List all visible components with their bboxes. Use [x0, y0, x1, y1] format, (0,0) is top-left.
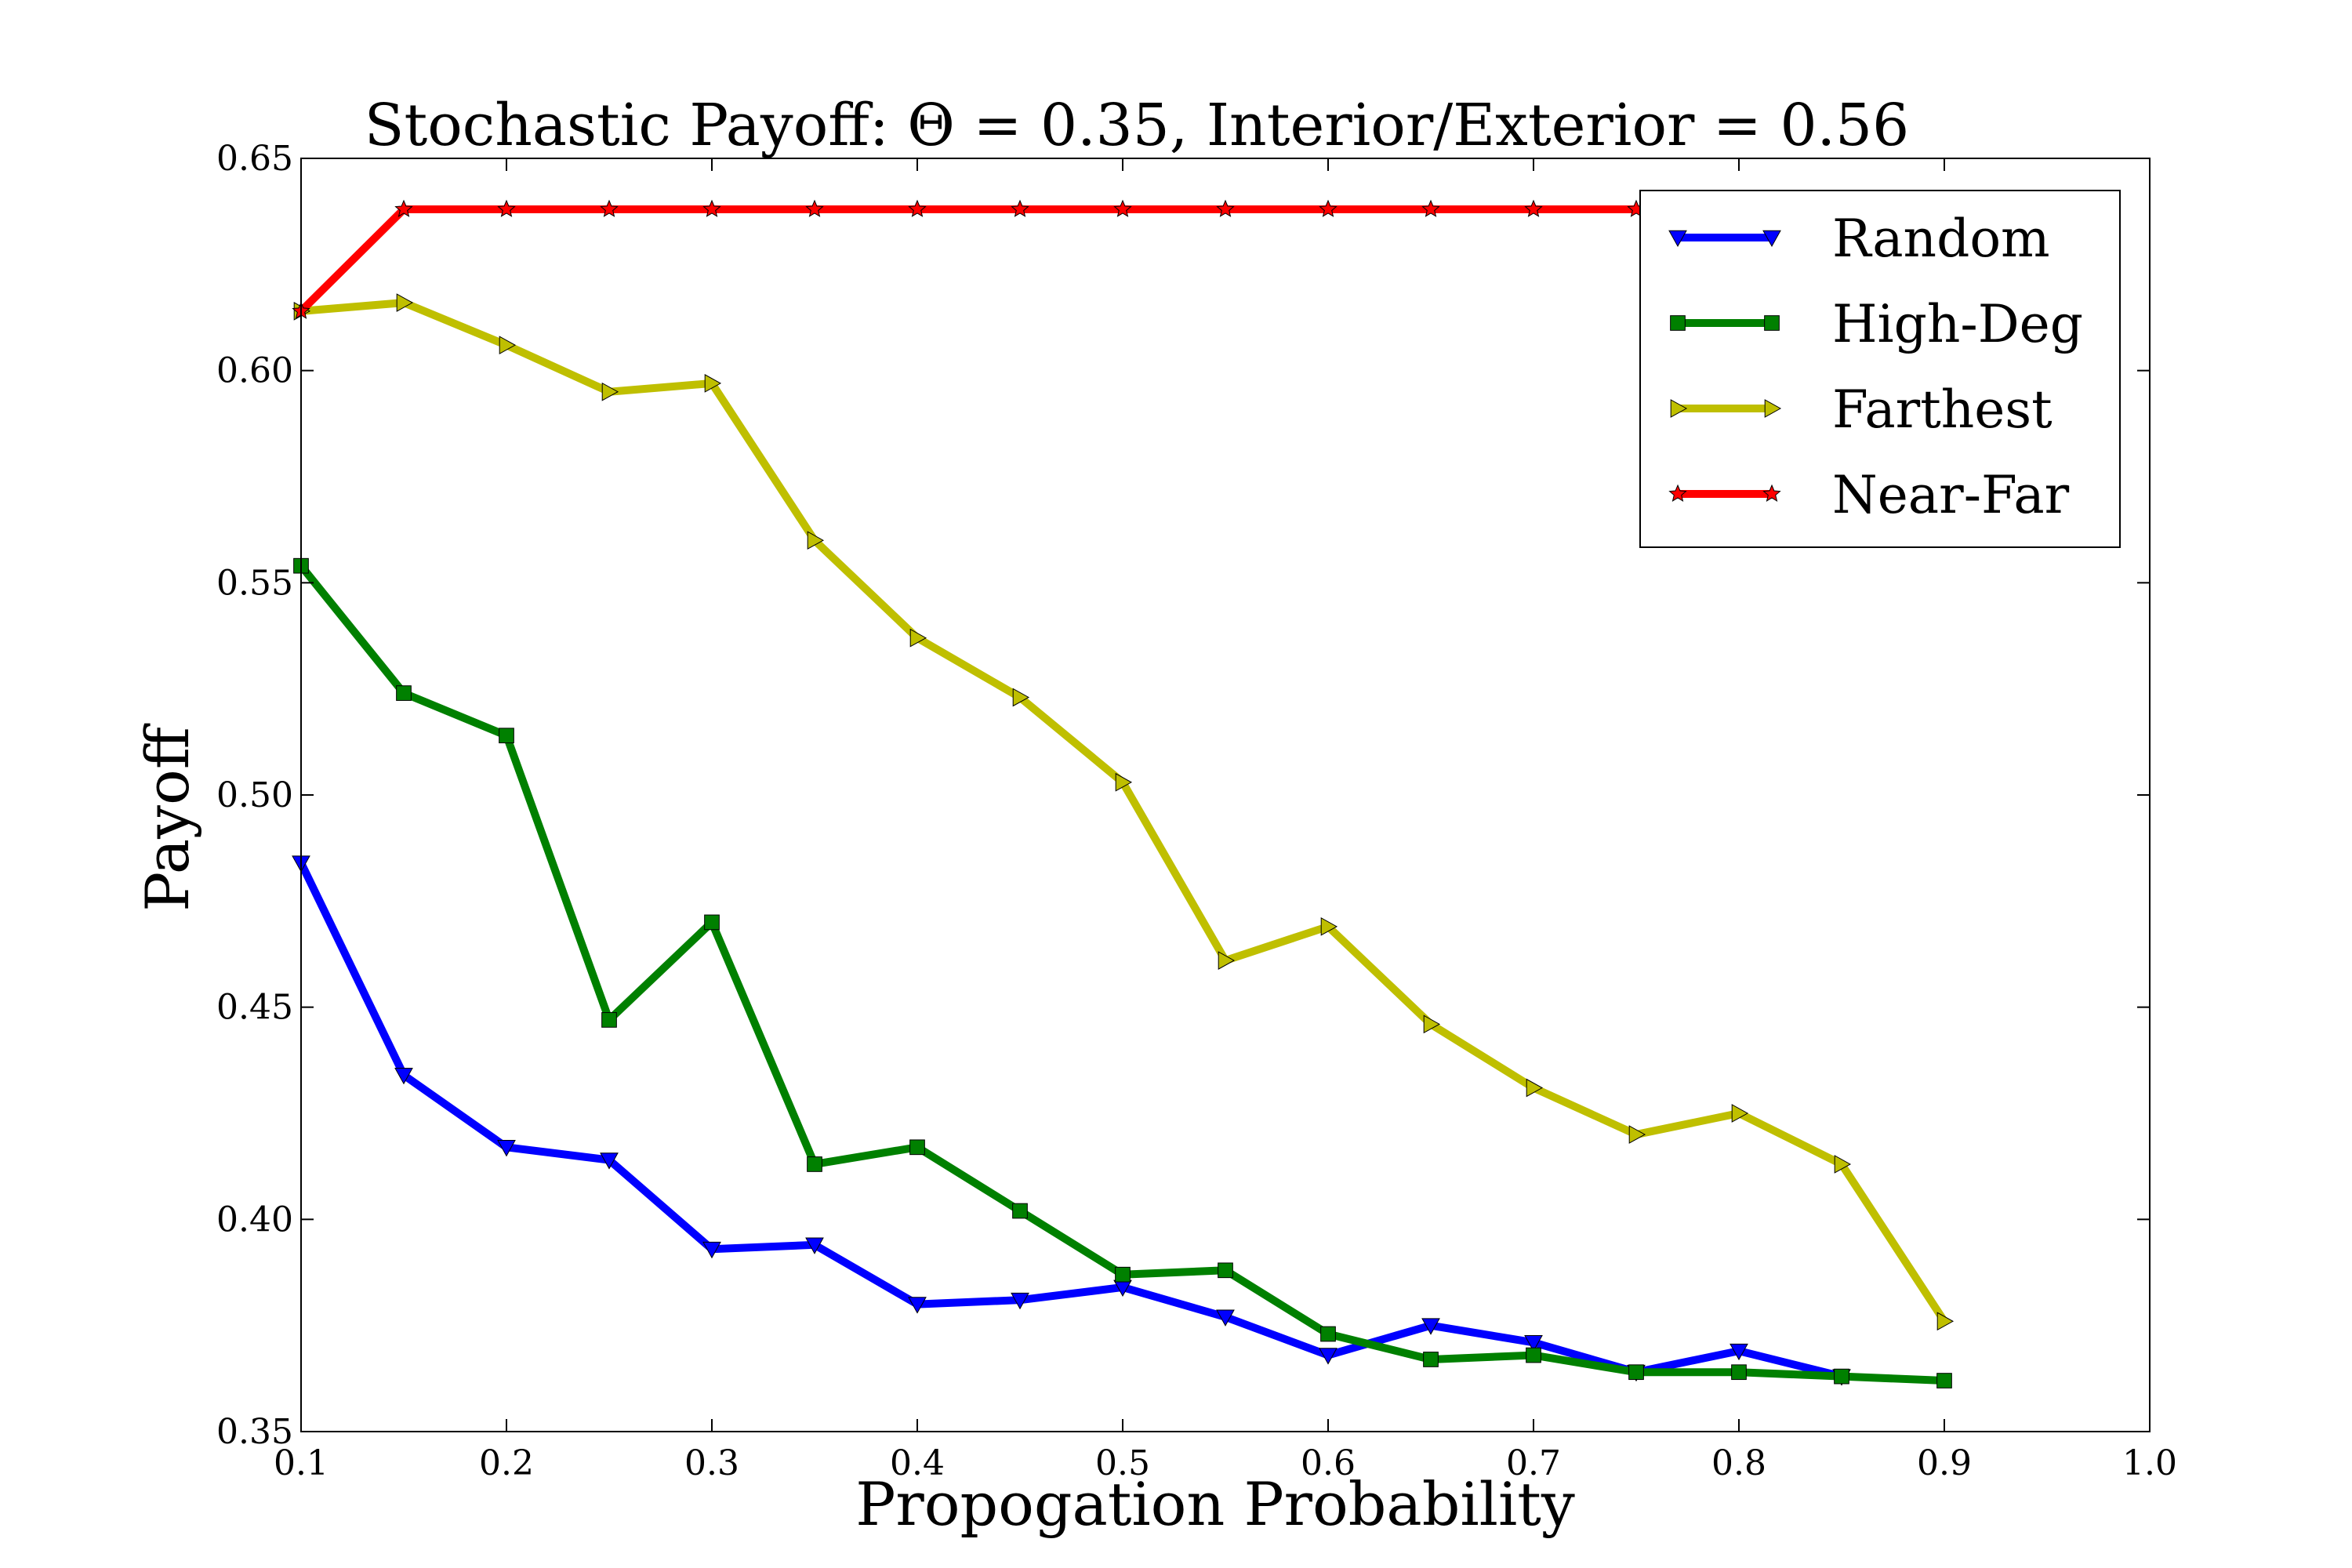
data-point — [1115, 772, 1133, 792]
data-point — [497, 1140, 516, 1157]
legend-item: Farthest — [1670, 379, 2053, 440]
legend-marker — [1764, 315, 1780, 331]
data-point — [601, 1012, 617, 1028]
data-point — [1319, 199, 1338, 217]
y-axis-label: Payoff — [132, 723, 202, 912]
y-tick-label: 0.40 — [216, 1200, 293, 1240]
y-tick-label: 0.65 — [216, 139, 293, 179]
data-point — [1218, 1262, 1233, 1279]
data-point — [702, 1241, 721, 1259]
data-point — [1011, 199, 1029, 217]
data-point — [807, 531, 825, 550]
data-point — [1524, 1335, 1543, 1352]
data-point — [1012, 1203, 1028, 1219]
data-point — [1423, 1014, 1441, 1034]
legend-marker — [1764, 399, 1782, 418]
x-tick-label: 0.4 — [890, 1443, 945, 1483]
x-tick-label: 1.0 — [2122, 1443, 2177, 1483]
data-point — [499, 336, 517, 355]
legend-box — [1639, 190, 2121, 548]
legend-marker — [1670, 315, 1686, 331]
data-point — [908, 1297, 927, 1314]
legend-item: Near-Far — [1668, 465, 2070, 525]
data-point — [1012, 688, 1030, 707]
data-point — [497, 199, 516, 217]
data-point — [1731, 1364, 1747, 1381]
data-point — [909, 1139, 925, 1156]
data-point — [1834, 1155, 1852, 1174]
data-point — [1730, 1343, 1748, 1361]
data-point — [1936, 1373, 1952, 1388]
data-point — [1731, 1104, 1749, 1123]
x-tick-label: 0.9 — [1917, 1443, 1972, 1483]
data-point — [1319, 1348, 1338, 1365]
legend-item: Random — [1668, 209, 2050, 269]
data-point — [704, 374, 722, 393]
x-tick-label: 0.8 — [1711, 1443, 1766, 1483]
data-point — [396, 293, 414, 312]
x-tick-label: 0.1 — [274, 1443, 328, 1483]
data-point — [1320, 916, 1338, 936]
y-tick-label: 0.45 — [216, 988, 293, 1028]
series-farthest — [293, 293, 1955, 1331]
legend-marker — [1668, 484, 1687, 502]
y-tick-label: 0.60 — [216, 351, 293, 391]
data-point — [1524, 199, 1543, 217]
legend-label: High-Deg — [1832, 294, 2083, 354]
data-point — [600, 1152, 619, 1170]
data-point — [1526, 1078, 1544, 1098]
series-high-deg — [293, 557, 1952, 1388]
x-tick-label: 0.6 — [1301, 1443, 1356, 1483]
legend-label: Random — [1832, 209, 2050, 269]
y-tick-label: 0.35 — [216, 1412, 293, 1452]
data-point — [1218, 951, 1236, 970]
data-point — [600, 199, 619, 217]
data-point — [805, 199, 824, 217]
x-tick-label: 0.3 — [684, 1443, 739, 1483]
data-point — [1936, 1312, 1955, 1331]
y-tick-label: 0.50 — [216, 775, 293, 815]
data-point — [1421, 199, 1440, 217]
data-point — [1216, 199, 1235, 217]
data-point — [394, 1067, 413, 1085]
data-point — [1526, 1347, 1541, 1363]
data-point — [1628, 1364, 1644, 1381]
data-point — [1423, 1352, 1439, 1367]
data-point — [394, 199, 413, 217]
data-point — [601, 382, 619, 401]
data-point — [1011, 1292, 1029, 1310]
data-point — [1320, 1326, 1336, 1342]
data-point — [499, 728, 514, 744]
legend-item: High-Deg — [1670, 294, 2083, 354]
data-point — [704, 914, 720, 931]
data-point — [702, 199, 721, 217]
data-point — [807, 1156, 822, 1172]
x-axis-label: Propogation Probability — [855, 1469, 1575, 1539]
data-point — [909, 628, 927, 648]
data-point — [1113, 199, 1132, 217]
data-point — [1115, 1266, 1131, 1283]
chart-title: Stochastic Payoff: Θ = 0.35, Interior/Ex… — [365, 92, 1909, 159]
data-point — [1834, 1368, 1849, 1385]
data-point — [1421, 1318, 1440, 1335]
legend: Random High-Deg Farthest Near-Far — [1639, 190, 2121, 548]
data-point — [908, 199, 927, 217]
legend-label: Near-Far — [1832, 465, 2070, 525]
data-point — [1628, 1125, 1646, 1144]
y-tick-label: 0.55 — [216, 563, 293, 603]
series-line — [297, 861, 1843, 1381]
x-tick-label: 0.5 — [1095, 1443, 1150, 1483]
legend-label: Farthest — [1832, 379, 2053, 440]
data-point — [396, 685, 412, 701]
data-point — [1216, 1309, 1235, 1327]
legend-marker — [1670, 399, 1688, 418]
data-point — [805, 1237, 824, 1254]
x-tick-label: 0.2 — [479, 1443, 534, 1483]
x-tick-label: 0.7 — [1506, 1443, 1561, 1483]
legend-marker — [1762, 484, 1781, 502]
legend-marker — [1668, 230, 1687, 248]
legend-marker — [1762, 230, 1781, 248]
